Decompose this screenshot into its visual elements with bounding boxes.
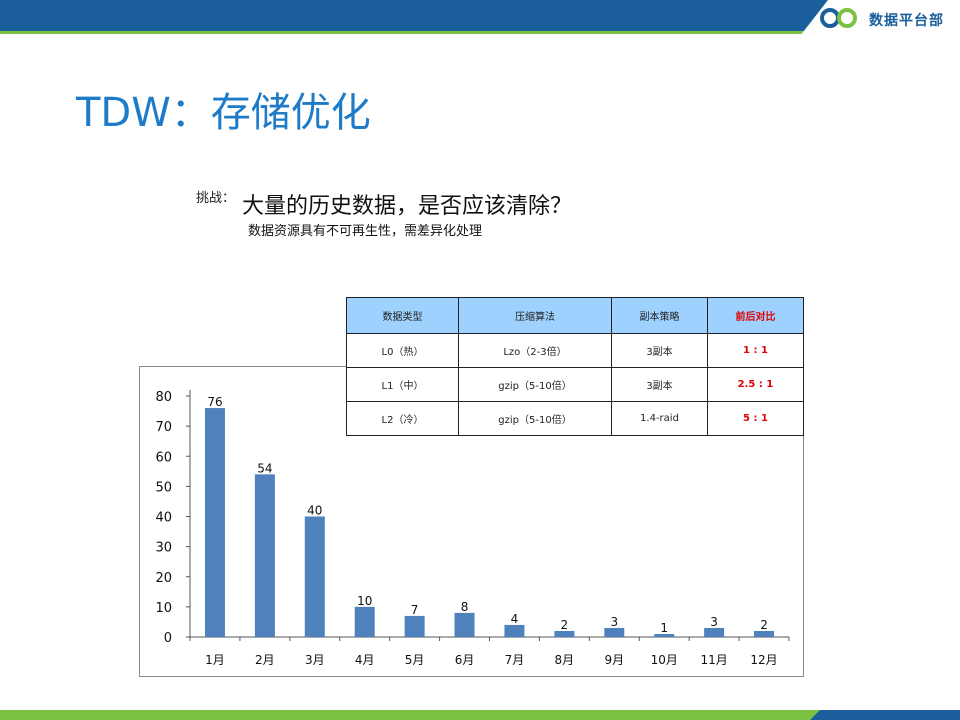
challenge-question: 大量的历史数据，是否应该清除？ <box>242 194 573 219</box>
header-band <box>0 0 960 31</box>
table-header-cell: 副本策略 <box>611 297 708 334</box>
header-accent-stripe <box>0 31 960 34</box>
bar <box>504 624 525 637</box>
bar <box>454 612 475 637</box>
logo-panel: 数据平台部 <box>800 0 960 36</box>
x-tick-label: 11月 <box>700 653 727 667</box>
bar <box>404 615 425 637</box>
y-tick-label: 50 <box>155 480 172 495</box>
footer-bar <box>0 710 960 720</box>
table-header-cell: 数据类型 <box>346 297 459 334</box>
table-header-row: 数据类型 压缩算法 副本策略 前后对比 <box>346 297 804 334</box>
y-tick-label: 20 <box>155 571 172 586</box>
table-cell: 3副本 <box>611 367 708 402</box>
x-tick-label: 12月 <box>750 653 777 667</box>
infinity-logo-icon <box>820 8 857 28</box>
x-tick-label: 3月 <box>305 653 325 667</box>
data-label: 2 <box>760 618 768 632</box>
table-cell: 3副本 <box>611 333 708 368</box>
y-tick-label: 40 <box>155 511 172 526</box>
x-tick-label: 8月 <box>555 653 575 667</box>
bar <box>204 408 225 637</box>
table-cell: 1.4-raid <box>611 401 708 436</box>
y-tick-label: 10 <box>155 601 172 616</box>
table-cell: 5 : 1 <box>707 401 804 436</box>
x-tick-label: 1月 <box>205 653 225 667</box>
data-label: 54 <box>257 461 272 475</box>
table-cell: L1（中） <box>346 367 459 402</box>
bar <box>754 630 775 637</box>
table-cell: 1 : 1 <box>707 333 804 368</box>
data-label: 76 <box>207 395 222 409</box>
data-label: 2 <box>561 618 569 632</box>
challenge-label: 挑战： <box>196 191 236 206</box>
header-bar: 数据平台部 <box>0 0 960 36</box>
page-title: TDW：存储优化 <box>76 90 371 136</box>
y-tick-label: 70 <box>155 420 172 435</box>
bar <box>704 627 725 637</box>
data-label: 10 <box>357 594 372 608</box>
bar <box>554 630 575 637</box>
data-label: 8 <box>461 600 469 614</box>
logo-text: 数据平台部 <box>869 13 944 29</box>
data-label: 40 <box>307 504 322 518</box>
x-tick-label: 9月 <box>604 653 624 667</box>
y-tick-label: 60 <box>155 450 172 465</box>
footer-blue-stripe <box>810 710 960 720</box>
storage-strategy-table: 数据类型 压缩算法 副本策略 前后对比 L0（热） Lzo（2-3倍） 3副本 … <box>346 297 804 436</box>
table-cell: L2（冷） <box>346 401 459 436</box>
x-tick-label: 4月 <box>355 653 375 667</box>
bar <box>354 606 375 637</box>
bar <box>304 516 325 637</box>
bar-chart: 0 10 20 30 40 50 60 70 80 76 1月 54 2月 40 3月 10 4月 7 5月 8 6月 4… <box>155 390 790 667</box>
x-tick-label: 10月 <box>651 653 678 667</box>
table-cell: gzip（5-10倍） <box>458 401 612 436</box>
x-tick-label: 6月 <box>455 653 475 667</box>
bar <box>254 474 275 637</box>
table-row: L2（冷） gzip（5-10倍） 1.4-raid 5 : 1 <box>346 401 804 436</box>
y-tick-label: 30 <box>155 541 172 556</box>
y-tick-label: 0 <box>164 631 172 646</box>
table-header-cell: 压缩算法 <box>458 297 612 334</box>
bar <box>654 633 675 637</box>
bar <box>604 627 625 637</box>
challenge-subtext: 数据资源具有不可再生性，需差异化处理 <box>248 224 483 239</box>
footer-green-stripe <box>0 710 820 720</box>
data-label: 7 <box>411 603 419 617</box>
data-label: 1 <box>660 621 668 635</box>
table-header-cell: 前后对比 <box>707 297 804 334</box>
table-cell: Lzo（2-3倍） <box>458 333 612 368</box>
data-label: 3 <box>610 615 618 629</box>
table-row: L1（中） gzip（5-10倍） 3副本 2.5 : 1 <box>346 367 804 402</box>
table-cell: 2.5 : 1 <box>707 367 804 402</box>
x-tick-label: 2月 <box>255 653 275 667</box>
table-cell: gzip（5-10倍） <box>458 367 612 402</box>
y-tick-label: 80 <box>155 390 172 405</box>
x-tick-label: 5月 <box>405 653 425 667</box>
table-row: L0（热） Lzo（2-3倍） 3副本 1 : 1 <box>346 333 804 368</box>
x-tick-label: 7月 <box>505 653 525 667</box>
table-cell: L0（热） <box>346 333 459 368</box>
data-label: 3 <box>710 615 718 629</box>
data-label: 4 <box>511 612 519 626</box>
